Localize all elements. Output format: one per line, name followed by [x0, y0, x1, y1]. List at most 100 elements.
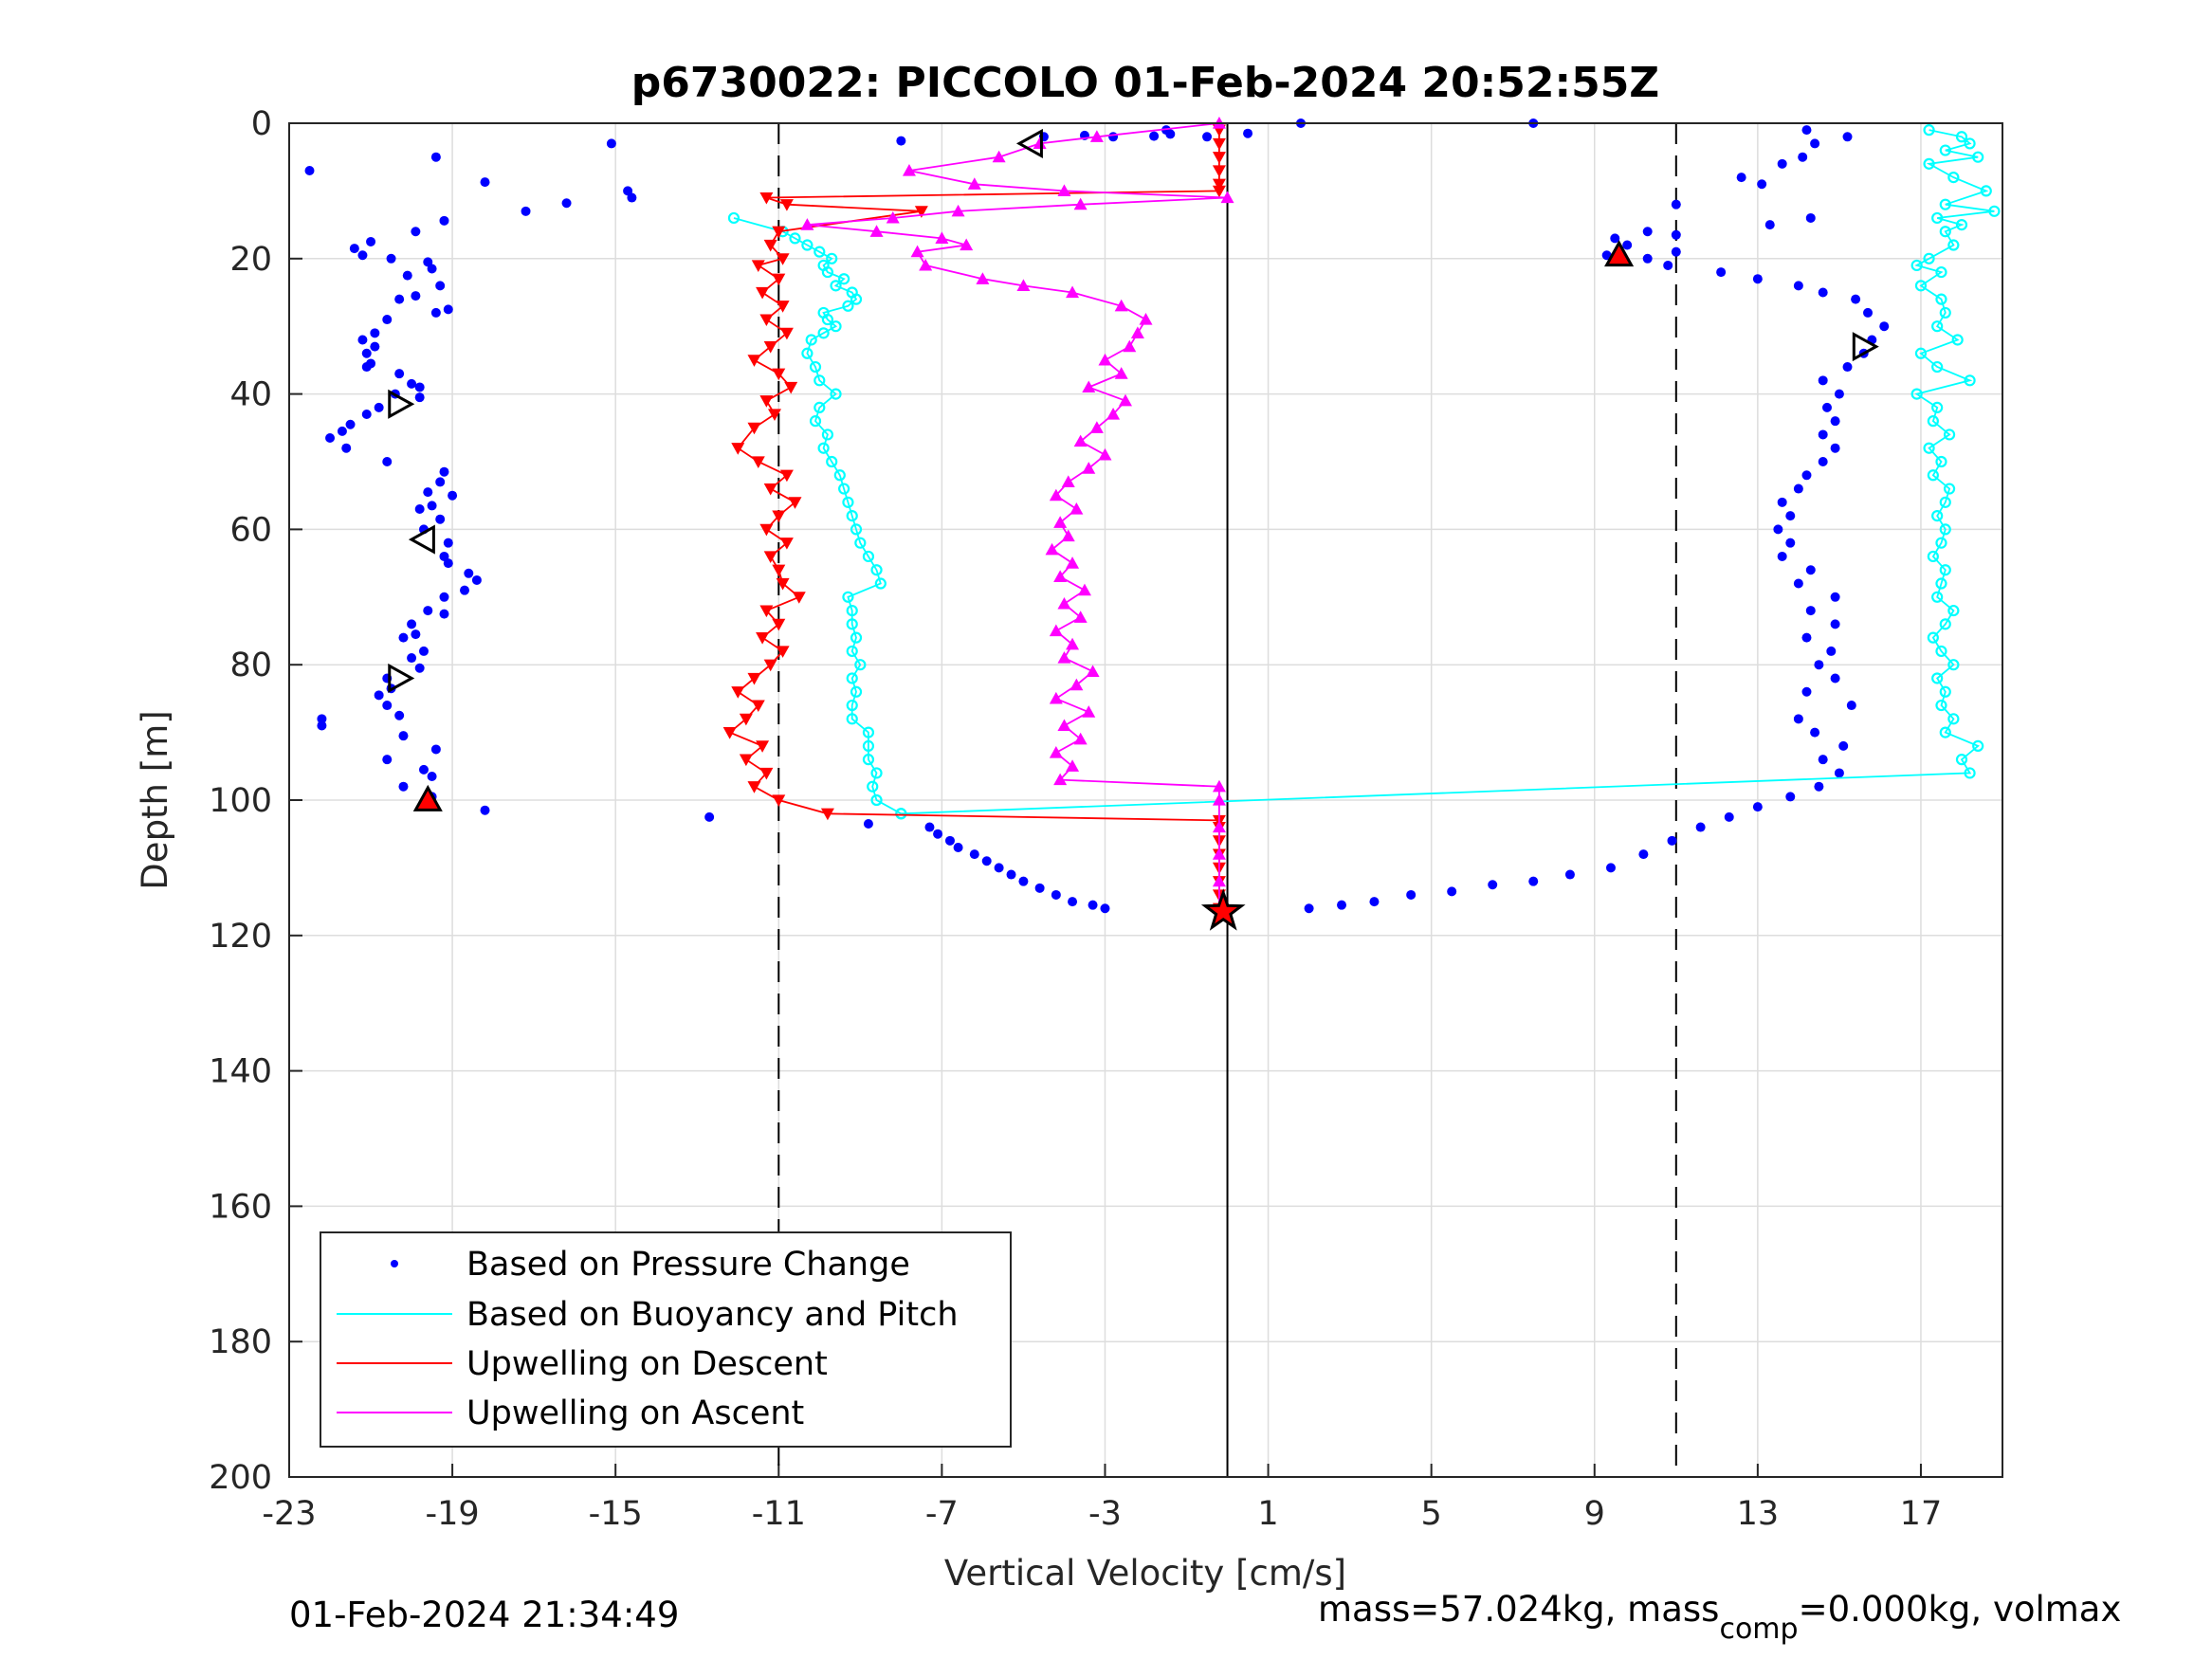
data-point	[992, 150, 1006, 163]
data-point	[361, 348, 372, 358]
data-point	[1935, 699, 1947, 712]
data-point	[1927, 469, 1939, 482]
data-point	[788, 497, 802, 509]
x-tick-label: 9	[1584, 1495, 1605, 1533]
data-point	[1212, 165, 1226, 177]
data-point	[1130, 326, 1144, 338]
data-point	[1818, 457, 1828, 466]
data-point	[756, 286, 770, 300]
data-point	[919, 258, 933, 271]
y-tick-label: 80	[229, 647, 272, 684]
data-point	[846, 645, 858, 658]
data-point	[747, 422, 761, 435]
data-point	[411, 227, 421, 237]
data-point	[862, 739, 875, 752]
data-point	[1785, 538, 1796, 548]
data-point	[435, 281, 446, 291]
x-tick-label: -23	[262, 1495, 316, 1533]
data-point	[953, 842, 963, 852]
data-point	[763, 341, 777, 354]
x-tick-label: -15	[589, 1495, 643, 1533]
data-point	[902, 163, 916, 176]
data-point	[1642, 227, 1653, 237]
data-point	[1068, 897, 1078, 907]
legend-entries: Based on Pressure Change Based on Buoyanc…	[337, 1246, 959, 1432]
data-point	[747, 355, 761, 367]
data-point	[772, 564, 786, 577]
data-point	[1838, 740, 1849, 751]
data-point	[1642, 253, 1653, 264]
data-point	[817, 442, 830, 454]
data-point	[1846, 701, 1856, 711]
data-point	[838, 273, 850, 285]
data-point	[767, 409, 781, 422]
data-point	[1814, 781, 1824, 792]
data-point	[627, 192, 637, 203]
data-point	[357, 335, 368, 345]
y-tick-label: 200	[209, 1459, 272, 1497]
data-point	[1947, 604, 1960, 617]
data-point	[1369, 897, 1380, 907]
data-point	[747, 781, 761, 793]
data-point	[407, 619, 417, 629]
data-point	[1830, 619, 1840, 629]
data-point	[779, 469, 794, 483]
data-point	[427, 501, 437, 511]
data-point	[561, 198, 572, 209]
data-point	[850, 293, 863, 305]
data-point	[1801, 470, 1812, 481]
data-point	[1757, 179, 1767, 190]
data-point	[1785, 511, 1796, 521]
data-point	[1773, 524, 1783, 535]
data-point	[1923, 442, 1935, 454]
data-point	[772, 368, 786, 381]
data-point	[357, 250, 368, 261]
data-point	[776, 301, 790, 313]
data-point	[1049, 624, 1063, 637]
data-point	[1943, 428, 1956, 441]
y-tick-labels: 0 20 40 60 80 100 120 140 160 180 200	[209, 105, 272, 1497]
data-point	[1100, 903, 1110, 914]
y-tick-label: 160	[209, 1188, 272, 1226]
data-point	[1114, 299, 1128, 312]
data-point	[1073, 434, 1088, 447]
data-point	[838, 483, 850, 495]
data-point	[1045, 542, 1059, 556]
data-point	[1212, 137, 1226, 151]
series-upwelling-on-descent	[722, 124, 1226, 916]
data-point	[1939, 564, 1951, 576]
data-point	[1939, 726, 1951, 738]
data-point	[1964, 767, 1976, 779]
data-point	[1069, 501, 1084, 515]
data-point	[1220, 191, 1234, 204]
data-point	[1810, 138, 1820, 149]
data-point	[1066, 556, 1080, 569]
data-point	[1406, 889, 1417, 900]
data-point	[1931, 401, 1944, 413]
data-point	[402, 270, 412, 281]
data-point	[1066, 637, 1080, 650]
data-point	[1777, 497, 1787, 507]
data-point	[411, 291, 421, 301]
data-point	[933, 829, 943, 839]
data-point	[759, 395, 774, 408]
data-point	[374, 690, 384, 701]
data-point	[1528, 876, 1539, 886]
data-point	[1793, 483, 1803, 494]
data-point	[1736, 173, 1746, 183]
data-point	[361, 362, 372, 373]
data-point	[1939, 496, 1951, 508]
data-point	[1939, 226, 1951, 238]
x-tick-label: 5	[1421, 1495, 1442, 1533]
data-point	[1927, 415, 1939, 428]
data-point	[830, 388, 842, 400]
data-point	[1695, 822, 1706, 832]
data-point	[1564, 869, 1575, 880]
data-point	[1098, 353, 1112, 366]
series-based-on-buoyancy-and-pitch	[727, 124, 2001, 820]
data-point	[1114, 367, 1128, 379]
data-point	[1947, 172, 1960, 184]
data-point	[1108, 132, 1119, 142]
data-point	[386, 253, 396, 264]
data-point	[1049, 691, 1063, 704]
